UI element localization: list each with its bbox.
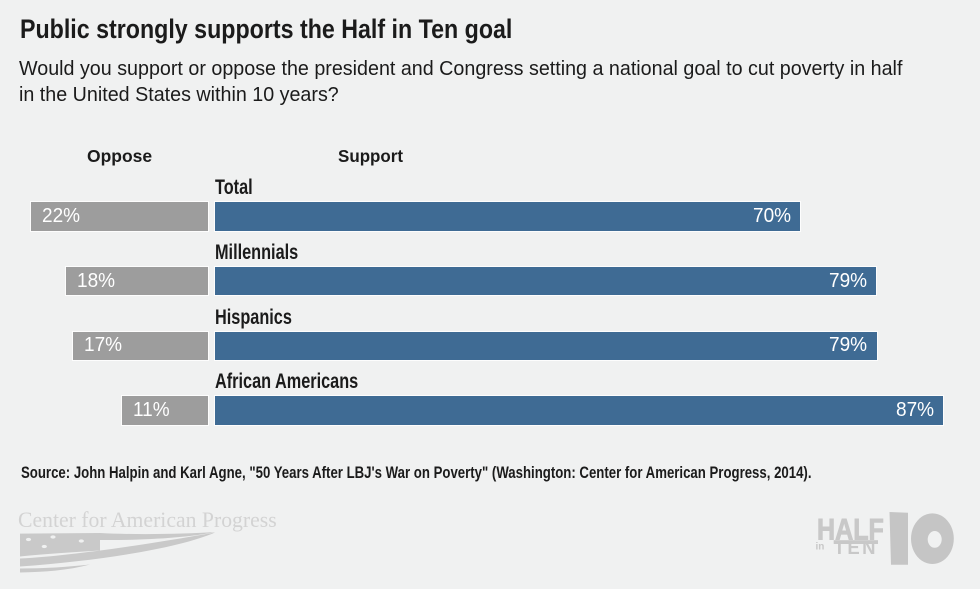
svg-text:TEN: TEN <box>834 538 878 560</box>
svg-text:HALF: HALF <box>817 513 884 546</box>
svg-text:in: in <box>816 542 825 553</box>
